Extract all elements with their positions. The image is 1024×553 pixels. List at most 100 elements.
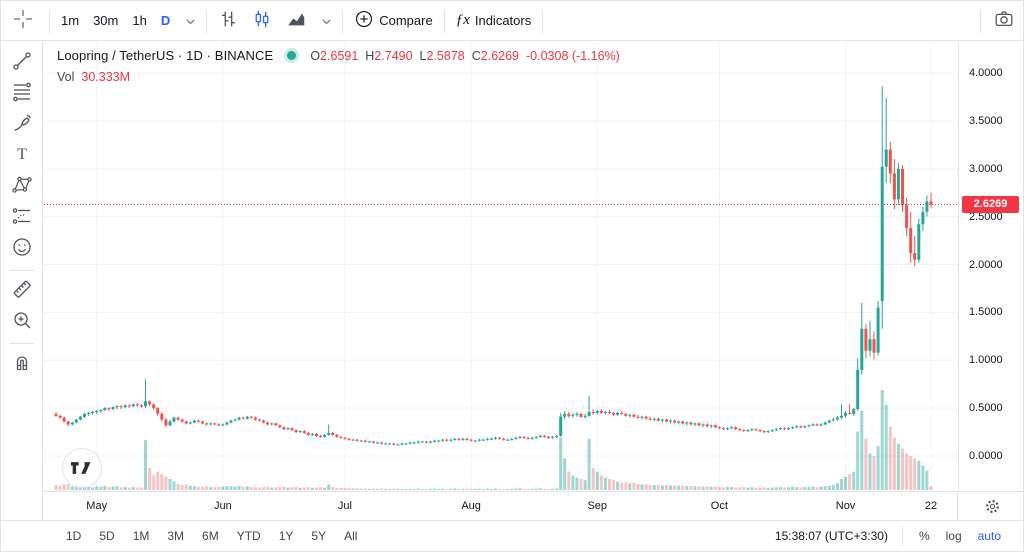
- close-label: C: [472, 49, 481, 63]
- open-value: 2.6591: [320, 49, 358, 63]
- toolbar-separator: [342, 9, 343, 33]
- forecast-icon: [10, 204, 34, 233]
- tool-measure[interactable]: [5, 276, 39, 307]
- bars-style-button[interactable]: [211, 5, 245, 37]
- range-button-ytd[interactable]: YTD: [228, 526, 270, 546]
- chart-settings-button[interactable]: [984, 498, 1001, 518]
- toolbar-separator: [444, 9, 445, 33]
- range-button-1y[interactable]: 1Y: [270, 526, 303, 546]
- tool-magnet[interactable]: [5, 349, 39, 380]
- interval-button-1m[interactable]: 1m: [54, 5, 86, 37]
- volume-value: 30.333M: [81, 70, 130, 84]
- time-axis-label: Jun: [201, 500, 245, 512]
- compare-label: Compare: [379, 13, 432, 28]
- low-value: 2.5878: [427, 49, 465, 63]
- xabcd-pattern-icon: [10, 173, 34, 202]
- price-axis-label: 3.5000: [969, 115, 1003, 127]
- camera-icon: [993, 8, 1015, 33]
- symbol-title[interactable]: Loopring / TetherUS · 1D · BINANCE: [57, 48, 273, 63]
- tool-trend-line[interactable]: [5, 48, 39, 79]
- tool-brush[interactable]: [5, 110, 39, 141]
- ruler-icon: [10, 277, 34, 306]
- range-button-1m[interactable]: 1M: [124, 526, 159, 546]
- toolbar-separator: [49, 9, 50, 33]
- log-scale-button[interactable]: log: [938, 526, 970, 546]
- price-axis-label: 4.0000: [969, 67, 1003, 79]
- compare-button[interactable]: Compare: [347, 5, 439, 37]
- interval-button-1h[interactable]: 1h: [125, 5, 153, 37]
- volume-layer: [55, 390, 933, 490]
- area-style-button[interactable]: [279, 5, 313, 37]
- indicators-button[interactable]: ƒx Indicators: [449, 5, 539, 37]
- drawing-toolbar: T: [1, 42, 43, 520]
- time-axis-label: Aug: [449, 500, 493, 512]
- close-value: 2.6269: [481, 49, 519, 63]
- area-chart-type-icon: [285, 8, 307, 33]
- sidebar-separator: [10, 343, 34, 344]
- range-button-6m[interactable]: 6M: [193, 526, 228, 546]
- fib-retracement-icon: [10, 80, 34, 109]
- toolbar-separator: [206, 9, 207, 33]
- range-button-3m[interactable]: 3M: [158, 526, 193, 546]
- auto-scale-button[interactable]: auto: [970, 526, 1009, 546]
- fx-icon: ƒx: [456, 12, 470, 29]
- ohlc-values: O2.6591 H2.7490 L2.5878 C2.6269 -0.0308 …: [310, 49, 620, 63]
- time-axis-label: Jul: [323, 500, 367, 512]
- tool-forecast[interactable]: [5, 203, 39, 234]
- brush-icon: [10, 111, 34, 140]
- volume-label: Vol: [57, 70, 74, 84]
- gear-icon: [984, 506, 1001, 518]
- chevron-down-icon: [186, 13, 195, 28]
- emoji-icon: [10, 235, 34, 264]
- tool-emoji[interactable]: [5, 234, 39, 265]
- zoom-in-icon: [10, 308, 34, 337]
- percent-scale-button[interactable]: %: [911, 526, 938, 546]
- price-axis-label: 1.0000: [969, 354, 1003, 366]
- candles-layer: [55, 86, 933, 445]
- snapshot-button[interactable]: [985, 1, 1023, 41]
- chevron-down-icon: [322, 13, 331, 28]
- high-value: 2.7490: [374, 49, 412, 63]
- text-icon: T: [10, 142, 34, 171]
- time-axis-label: Sep: [575, 500, 619, 512]
- toolbar-separator: [542, 9, 543, 33]
- interval-button-1d[interactable]: D: [154, 5, 177, 37]
- tradingview-logo[interactable]: [62, 448, 102, 488]
- price-axis-label: 0.5000: [969, 402, 1003, 414]
- candles-style-button[interactable]: [245, 5, 279, 37]
- tool-xabcd-pattern[interactable]: [5, 172, 39, 203]
- interval-button-30m[interactable]: 30m: [86, 5, 125, 37]
- price-axis-label: 3.0000: [969, 163, 1003, 175]
- interval-menu-button[interactable]: [179, 5, 202, 37]
- bottom-toolbar: 1D 5D 1M 3M 6M YTD 1Y 5Y All 15:38:07 (U…: [1, 520, 1023, 551]
- axis-corner-separator: [957, 492, 958, 522]
- tool-text[interactable]: T: [5, 141, 39, 172]
- price-axis-label: 0.0000: [969, 450, 1003, 462]
- trend-line-icon: [10, 49, 34, 78]
- range-button-1d[interactable]: 1D: [57, 526, 90, 546]
- sidebar-separator: [10, 270, 34, 271]
- grid-layer: [44, 41, 958, 490]
- tool-zoom-in[interactable]: [5, 307, 39, 338]
- range-button-5y[interactable]: 5Y: [302, 526, 335, 546]
- bottom-bar-separator: [902, 527, 903, 545]
- range-button-all[interactable]: All: [335, 526, 366, 546]
- range-button-5d[interactable]: 5D: [90, 526, 123, 546]
- change-value: -0.0308 (-1.16%): [526, 49, 620, 63]
- chart-style-menu-button[interactable]: [315, 5, 338, 37]
- tradingview-logo-icon: [71, 460, 93, 476]
- time-axis-label: 22: [909, 500, 953, 512]
- bars-chart-type-icon: [217, 8, 239, 33]
- clock-timezone[interactable]: 15:38:07 (UTC+3:30): [769, 526, 894, 546]
- time-axis-label: May: [75, 500, 119, 512]
- price-axis-label: 1.5000: [969, 306, 1003, 318]
- symbol-legend: Loopring / TetherUS · 1D · BINANCE O2.65…: [57, 48, 620, 84]
- time-axis-label: Oct: [697, 500, 741, 512]
- tool-fib-retracement[interactable]: [5, 79, 39, 110]
- crosshair-tool-button[interactable]: [1, 1, 45, 41]
- magnet-icon: [10, 350, 34, 379]
- market-status-dot: [287, 51, 296, 60]
